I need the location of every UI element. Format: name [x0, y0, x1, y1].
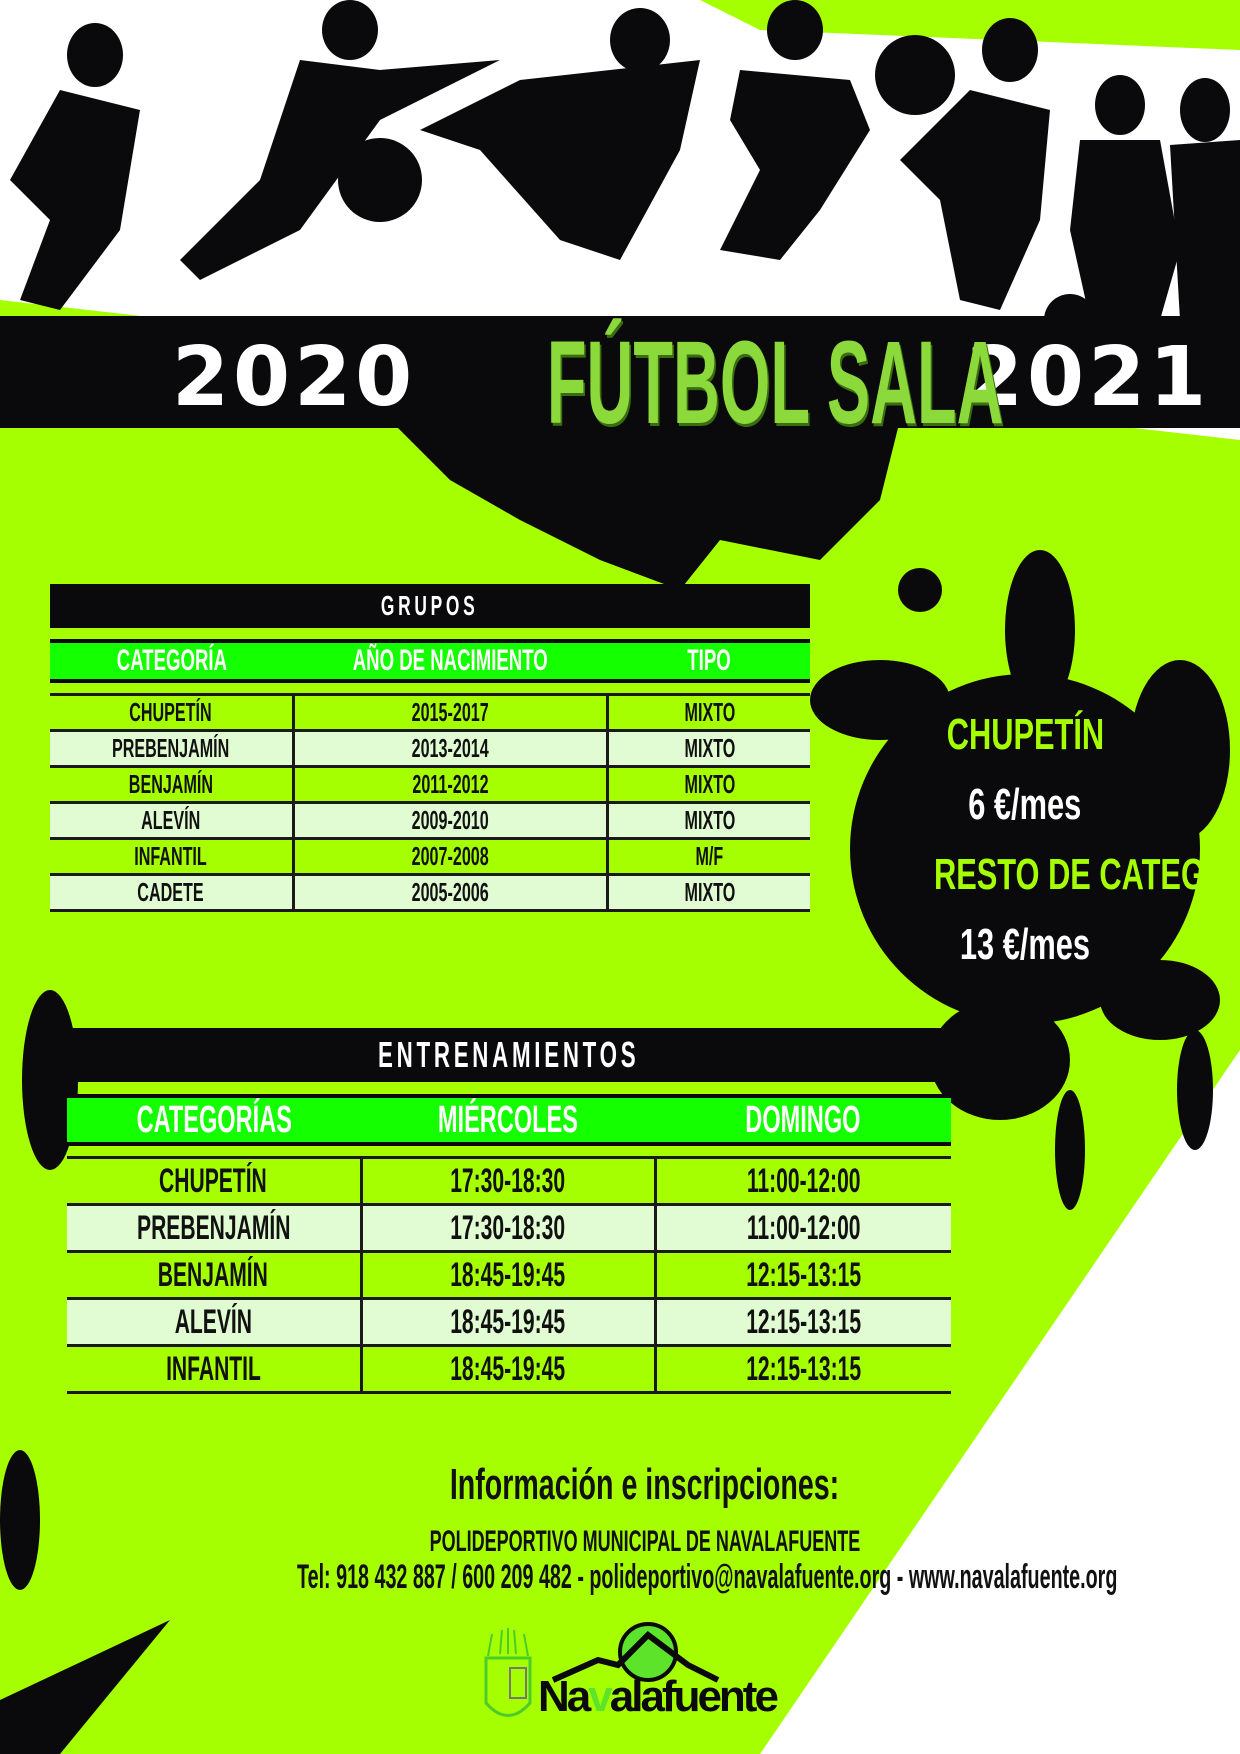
price-box: CHUPETÍN 6 €/mes RESTO DE CATEGORÍAS 13 … — [855, 700, 1240, 980]
table-row: ALEVÍN 2009-2010 MIXTO — [50, 801, 810, 840]
mountain-sun-icon — [551, 1622, 720, 1683]
entrenamientos-title: ENTRENAMIENTOS — [67, 1028, 951, 1082]
grupos-table: GRUPOS CATEGORÍA AÑO DE NACIMIENTO TIPO … — [50, 584, 810, 912]
ball-icon — [338, 138, 422, 222]
category-cell: ALEVÍN — [67, 1297, 361, 1347]
category-cell: BENJAMÍN — [50, 765, 293, 804]
value-cell: 12:15-13:15 — [653, 1297, 951, 1347]
grupos-header-row: CATEGORÍA AÑO DE NACIMIENTO TIPO — [50, 641, 810, 681]
value-cell: MIXTO — [605, 693, 810, 732]
value-cell: 12:15-13:15 — [653, 1344, 951, 1394]
table-row: CADETE 2005-2006 MIXTO — [50, 873, 810, 912]
grupos-title: GRUPOS — [50, 584, 810, 628]
value-cell: MIXTO — [605, 765, 810, 804]
entrenamientos-header-row: CATEGORÍAS MIÉRCOLES DOMINGO — [67, 1096, 951, 1144]
category-cell: INFANTIL — [67, 1344, 361, 1394]
value-cell: MIXTO — [605, 873, 810, 912]
table-row: CHUPETÍN 2015-2017 MIXTO — [50, 693, 810, 732]
value-cell: 18:45-19:45 — [359, 1250, 655, 1300]
category-cell: PREBENJAMÍN — [50, 729, 293, 768]
table-row: INFANTIL 18:45-19:45 12:15-13:15 — [67, 1344, 951, 1394]
lime-stripe-top — [700, 0, 1240, 50]
entrenamientos-table: ENTRENAMIENTOS CATEGORÍAS MIÉRCOLES DOMI… — [67, 1028, 951, 1394]
table-row: INFANTIL 2007-2008 M/F — [50, 837, 810, 876]
ball-icon — [875, 35, 955, 115]
category-cell: CADETE — [50, 873, 293, 912]
info-heading: Información e inscripciones: — [450, 1460, 840, 1509]
value-cell: 2009-2010 — [291, 801, 608, 840]
coat-of-arms-icon — [484, 1628, 532, 1717]
logo-text: Navalafuente — [538, 1672, 779, 1721]
value-cell: 2013-2014 — [291, 729, 608, 768]
value-cell: 18:45-19:45 — [359, 1297, 655, 1347]
category-cell: CHUPETÍN — [50, 693, 293, 732]
price-value-1: 6 €/mes — [968, 780, 1082, 829]
value-cell: 2007-2008 — [291, 837, 608, 876]
table-row: CHUPETÍN 17:30-18:30 11:00-12:00 — [67, 1156, 951, 1206]
value-cell: MIXTO — [605, 801, 810, 840]
value-cell: 2005-2006 — [291, 873, 608, 912]
price-value-2: 13 €/mes — [959, 920, 1091, 969]
category-cell: BENJAMÍN — [67, 1250, 361, 1300]
category-cell: PREBENJAMÍN — [67, 1203, 361, 1253]
table-row: BENJAMÍN 2011-2012 MIXTO — [50, 765, 810, 804]
table-row: PREBENJAMÍN 2013-2014 MIXTO — [50, 729, 810, 768]
year-start: 2020 — [172, 330, 417, 425]
value-cell: 17:30-18:30 — [359, 1156, 655, 1206]
value-cell: 11:00-12:00 — [653, 1203, 951, 1253]
info-venue: POLIDEPORTIVO MUNICIPAL DE NAVALAFUENTE — [429, 1525, 861, 1558]
category-cell: CHUPETÍN — [67, 1156, 361, 1206]
category-cell: INFANTIL — [50, 837, 293, 876]
value-cell: 11:00-12:00 — [653, 1156, 951, 1206]
value-cell: MIXTO — [605, 729, 810, 768]
table-row: BENJAMÍN 18:45-19:45 12:15-13:15 — [67, 1250, 951, 1300]
black-splash-corner — [0, 1620, 170, 1754]
players-silhouettes — [10, 0, 1240, 346]
navalafuente-logo: Navalafuente — [478, 1620, 779, 1730]
page-title: FÚTBOL SALA — [546, 317, 1004, 449]
table-row: ALEVÍN 18:45-19:45 12:15-13:15 — [67, 1297, 951, 1347]
category-cell: ALEVÍN — [50, 801, 293, 840]
table-row: PREBENJAMÍN 17:30-18:30 11:00-12:00 — [67, 1203, 951, 1253]
price-category-1: CHUPETÍN — [946, 710, 1104, 759]
title-band — [0, 316, 1240, 428]
value-cell: 2011-2012 — [291, 765, 608, 804]
value-cell: M/F — [605, 837, 810, 876]
info-contact: Tel: 918 432 887 / 600 209 482 - polidep… — [297, 1558, 1118, 1596]
value-cell: 2015-2017 — [291, 693, 608, 732]
value-cell: 12:15-13:15 — [653, 1250, 951, 1300]
paint-splatters — [0, 420, 1230, 1590]
price-category-2: RESTO DE CATEGORÍAS — [933, 850, 1240, 899]
value-cell: 18:45-19:45 — [359, 1344, 655, 1394]
value-cell: 17:30-18:30 — [359, 1203, 655, 1253]
year-end: 2021 — [966, 330, 1211, 425]
